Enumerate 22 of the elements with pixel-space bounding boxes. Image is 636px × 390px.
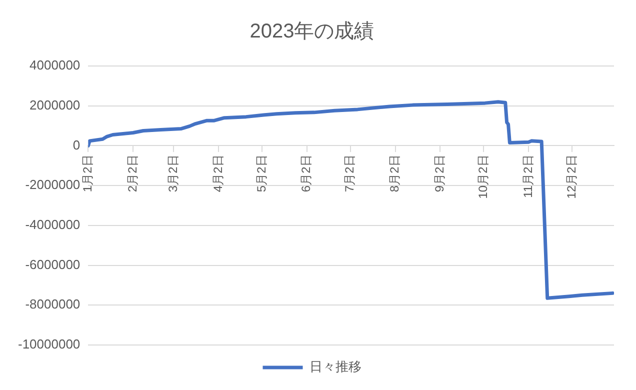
legend-label: 日々推移 [309,359,362,374]
x-tick-label: 8月2日 [388,154,402,192]
x-tick-label: 7月2日 [342,154,357,192]
y-tick-label: -6000000 [25,256,80,272]
y-tick-label: 0 [72,137,80,152]
x-tick-label: 10月2日 [476,154,490,199]
x-tick-label: 11月2日 [520,154,535,198]
x-tick-label: 9月2日 [432,154,446,192]
y-tick-label: -10000000 [18,336,80,352]
y-tick-label: -2000000 [25,177,80,192]
x-tick-label: 2月2日 [125,154,140,192]
x-tick-label: 6月2日 [299,154,314,192]
y-tick-label: 4000000 [30,58,80,73]
y-tick-label: -4000000 [25,217,80,232]
x-tick-label: 1月2日 [80,154,94,192]
x-tick-label: 5月2日 [254,154,268,192]
y-tick-label: 2000000 [30,97,80,112]
chart-title: 2023年の成績 [250,20,374,43]
y-tick-label: -8000000 [25,296,80,312]
x-tick-label: 3月2日 [166,154,180,192]
x-tick-label: 4月2日 [210,154,225,192]
x-tick-label: 12月2日 [564,154,578,199]
